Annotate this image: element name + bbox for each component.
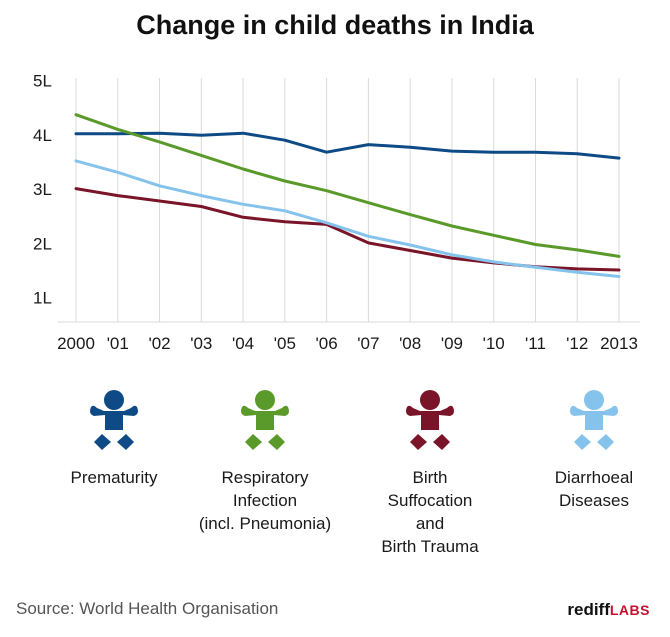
brand-name: rediff bbox=[567, 600, 610, 619]
baby-head bbox=[104, 390, 124, 410]
source-note: Source: World Health Organisation bbox=[16, 599, 279, 618]
legend-item-respiratory-infection: Respiratory Infection (incl. Pneumonia) bbox=[170, 390, 360, 535]
baby-left-leg bbox=[574, 434, 591, 450]
x-tick-label: '05 bbox=[274, 334, 296, 353]
baby-icon bbox=[241, 390, 289, 450]
baby-icon bbox=[570, 390, 618, 450]
legend-item-prematurity: Prematurity bbox=[19, 390, 209, 489]
baby-body bbox=[241, 405, 289, 430]
x-tick-label: '08 bbox=[399, 334, 421, 353]
x-tick-label: '09 bbox=[441, 334, 463, 353]
y-tick-label: 4L bbox=[33, 126, 52, 145]
baby-icon bbox=[90, 390, 138, 450]
x-tick-label: '02 bbox=[148, 334, 170, 353]
x-axis-labels: 2000 '01 '02 '03 '04 '05 '06 '07 '08 '09 '10 '11 '12… bbox=[57, 334, 638, 353]
baby-head bbox=[584, 390, 604, 410]
baby-left-leg bbox=[245, 434, 262, 450]
series-line-respiratory-infection-incl-pneumonia bbox=[74, 113, 621, 258]
legend-item-diarrhoeal-diseases: Diarrhoeal Diseases bbox=[499, 390, 670, 512]
x-tick-label: '06 bbox=[316, 334, 338, 353]
x-tick-label: 2000 bbox=[57, 334, 95, 353]
x-tick-label: '01 bbox=[107, 334, 129, 353]
legend-item-birth-suffocation: Birth Suffocation and Birth Trauma bbox=[335, 390, 525, 558]
x-tick-label: '04 bbox=[232, 334, 254, 353]
x-tick-label: '12 bbox=[566, 334, 588, 353]
series-line-diarrhoeal-diseases bbox=[74, 159, 621, 278]
series-line-prematurity bbox=[74, 131, 621, 160]
x-tick-label: '11 bbox=[525, 334, 546, 353]
baby-head bbox=[255, 390, 275, 410]
legend-label: Diarrhoeal Diseases bbox=[554, 468, 634, 510]
brand-suffix: LABS bbox=[609, 602, 650, 618]
baby-left-leg bbox=[410, 434, 427, 450]
legend-label: Respiratory Infection (incl. Pneumonia) bbox=[198, 468, 332, 533]
x-tick-label: '10 bbox=[483, 334, 505, 353]
y-tick-label: 1L bbox=[33, 289, 52, 308]
series-lines bbox=[74, 113, 621, 278]
baby-body bbox=[406, 405, 454, 430]
gridlines bbox=[58, 78, 640, 323]
y-tick-label: 5L bbox=[33, 72, 52, 91]
legend-label: Prematurity bbox=[70, 468, 158, 487]
x-tick-label: '03 bbox=[190, 334, 212, 353]
y-tick-label: 3L bbox=[33, 180, 52, 199]
y-axis-labels: 1L 2L 3L 4L 5L bbox=[33, 72, 52, 308]
brand-logo: rediffLABS bbox=[567, 600, 650, 620]
chart-title: Change in child deaths in India bbox=[136, 10, 534, 40]
baby-right-leg bbox=[597, 434, 614, 450]
legend-label: Birth Suffocation and Birth Trauma bbox=[381, 468, 479, 556]
baby-head bbox=[420, 390, 440, 410]
baby-icon bbox=[406, 390, 454, 450]
baby-right-leg bbox=[117, 434, 134, 450]
y-tick-label: 2L bbox=[33, 234, 52, 253]
x-tick-label: 2013 bbox=[600, 334, 638, 353]
baby-body bbox=[570, 405, 618, 430]
baby-right-leg bbox=[268, 434, 285, 450]
x-tick-label: '07 bbox=[357, 334, 379, 353]
baby-body bbox=[90, 405, 138, 430]
baby-left-leg bbox=[94, 434, 111, 450]
baby-right-leg bbox=[433, 434, 450, 450]
line-chart: 1L 2L 3L 4L 5L 2000 '01 '02 '03 '04 '05 '06 '07 '08 '… bbox=[33, 72, 640, 353]
